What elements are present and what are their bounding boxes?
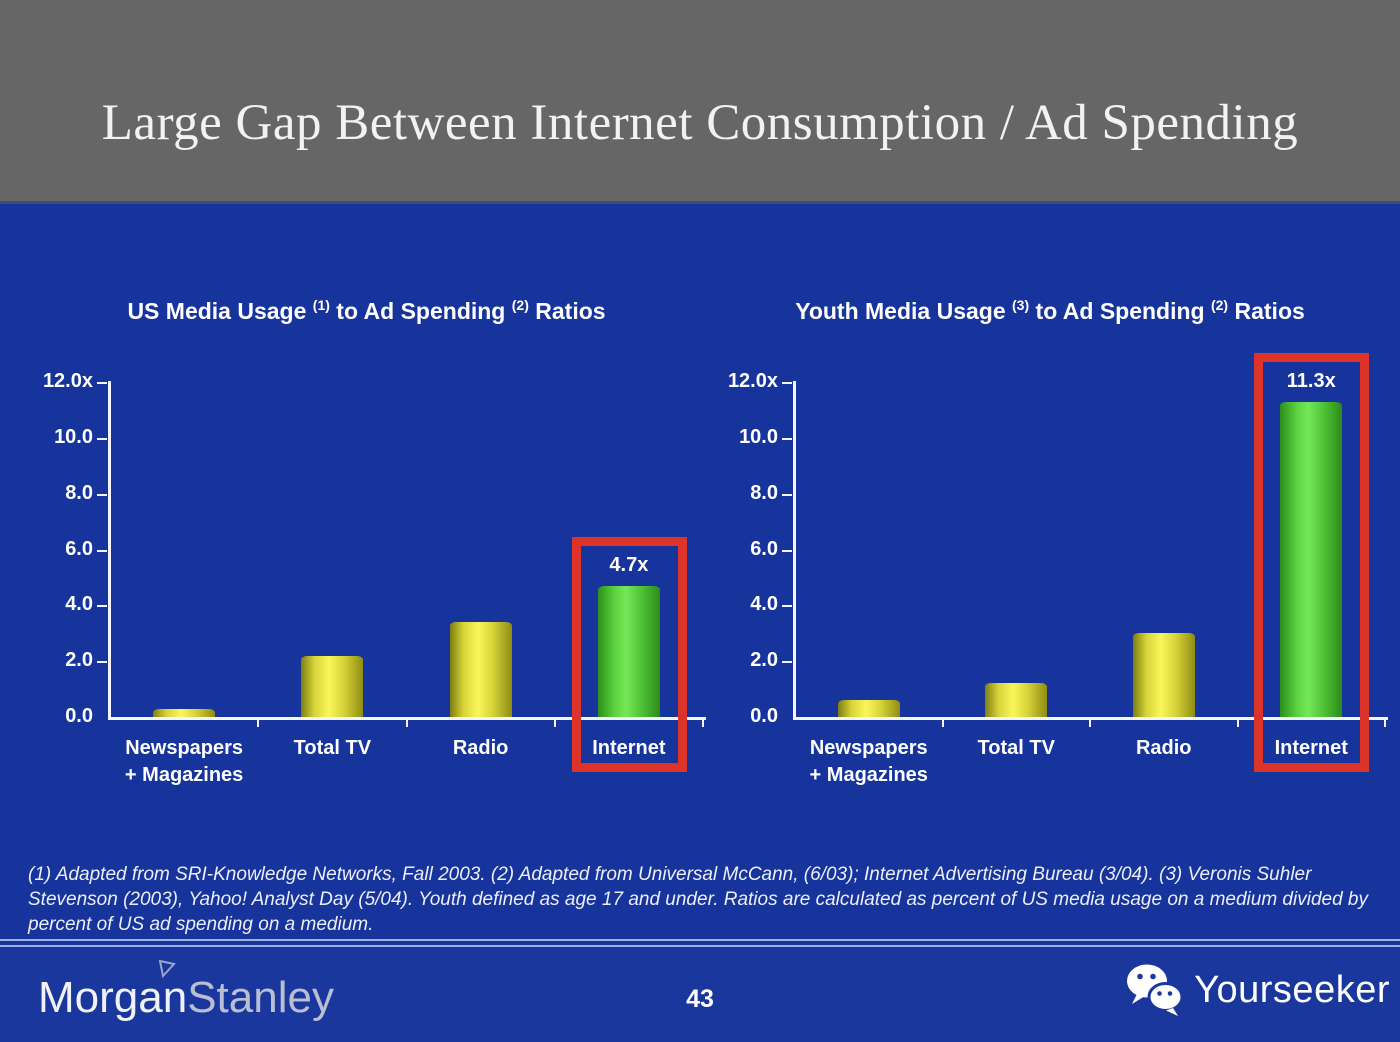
y-tick-label-0: 0.0 <box>65 705 93 727</box>
highlight-box-1 <box>1254 353 1370 772</box>
y-tick-0 <box>97 549 107 552</box>
y-tick-label-0: 6.0 <box>65 537 93 560</box>
bar-radio <box>1132 633 1195 717</box>
y-tick-0 <box>97 661 107 664</box>
y-tick-0 <box>97 605 107 608</box>
y-tick-label-0: 12.0x <box>42 370 93 392</box>
partner-logo-text: Yourseeker <box>1194 968 1390 1011</box>
bar-newspapers <box>837 700 900 717</box>
partner-logo: Yourseeker <box>1126 963 1390 1017</box>
y-tick-0 <box>97 382 107 384</box>
y-tick-label-0: 10.0 <box>54 425 93 448</box>
y-tick-label-1: 6.0 <box>750 537 778 560</box>
slide-title: Large Gap Between Internet Consumption /… <box>101 95 1299 151</box>
y-tick-label-1: 0.0 <box>750 705 778 727</box>
y-tick-1 <box>782 605 792 608</box>
x-tick-0 <box>405 719 408 727</box>
category-label: Newspapers + Magazines <box>809 737 928 786</box>
title-superscript: (3) <box>1012 297 1030 313</box>
category-label: Internet <box>1274 737 1348 759</box>
y-tick-label-0: 2.0 <box>65 649 93 672</box>
title-text: US Media Usage <box>127 298 313 324</box>
y-tick-1 <box>782 437 792 440</box>
chart-title-1: Youth Media Usage (3) to Ad Spending (2)… <box>790 288 1310 328</box>
y-tick-label-0: 8.0 <box>65 481 93 504</box>
bar-radio <box>449 622 512 717</box>
y-tick-label-1: 2.0 <box>750 649 778 672</box>
title-text: Ratios <box>1228 298 1305 324</box>
morgan-stanley-triangle-icon <box>158 959 176 979</box>
x-tick-0 <box>257 719 260 727</box>
morgan-stanley-logo-part2: Stanley <box>187 973 334 1022</box>
title-banner: Large Gap Between Internet Consumption /… <box>0 0 1400 204</box>
x-tick-1 <box>1236 719 1239 727</box>
footer-bar: MorganStanley 43 Yourseeker <box>0 947 1400 1042</box>
y-tick-label-0: 4.0 <box>65 593 93 616</box>
x-tick-1 <box>941 719 944 727</box>
bar-value-label: 4.7x <box>609 554 649 576</box>
title-text: to Ad Spending <box>329 298 512 324</box>
y-tick-0 <box>97 437 107 440</box>
bar-internet <box>597 586 660 717</box>
x-axis-1 <box>793 717 1388 720</box>
title-text: Ratios <box>528 298 606 324</box>
page-number: 43 <box>686 985 714 1013</box>
y-tick-1 <box>782 661 792 664</box>
y-tick-label-1: 10.0 <box>739 425 778 448</box>
x-tick-1 <box>1089 719 1091 727</box>
highlight-box-0 <box>571 537 687 772</box>
y-tick-1 <box>782 549 792 552</box>
title-superscript: (2) <box>1210 297 1229 313</box>
y-axis-0 <box>108 381 111 719</box>
category-label: Total TV <box>293 737 372 759</box>
title-text: to Ad Spending <box>1029 298 1211 324</box>
category-label: Radio <box>1135 737 1192 759</box>
category-label: Total TV <box>977 737 1055 759</box>
bar-internet <box>1280 402 1343 717</box>
title-text: Youth Media Usage <box>795 298 1013 324</box>
bar-newspapers <box>153 709 216 717</box>
x-axis-0 <box>108 717 706 720</box>
title-superscript: (1) <box>312 297 330 313</box>
y-tick-label-1: 12.0x <box>727 370 778 392</box>
y-axis-1 <box>793 381 796 719</box>
morgan-stanley-logo-part1: Morgan <box>38 973 188 1022</box>
wechat-icon <box>1127 964 1184 1016</box>
title-superscript: (2) <box>511 297 529 313</box>
y-tick-label-1: 8.0 <box>750 481 778 504</box>
category-label: Newspapers + Magazines <box>124 737 244 786</box>
y-tick-1 <box>782 382 792 384</box>
x-tick-0 <box>702 719 704 727</box>
morgan-stanley-logo: MorganStanley <box>38 973 334 1023</box>
bar-total-tv <box>301 656 364 717</box>
x-tick-1 <box>1384 719 1386 727</box>
category-label: Internet <box>592 737 666 759</box>
y-tick-1 <box>782 493 792 496</box>
footer-separator-line <box>0 939 1400 947</box>
bar-value-label: 11.3x <box>1286 370 1336 392</box>
chart-title-0: US Media Usage (1) to Ad Spending (2) Ra… <box>67 288 667 328</box>
footnote: (1) Adapted from SRI-Knowledge Networks,… <box>28 864 1368 935</box>
y-tick-label-1: 4.0 <box>750 593 778 616</box>
y-tick-0 <box>97 493 107 496</box>
x-tick-0 <box>553 719 556 727</box>
category-label: Radio <box>452 737 509 759</box>
bar-total-tv <box>985 683 1048 717</box>
